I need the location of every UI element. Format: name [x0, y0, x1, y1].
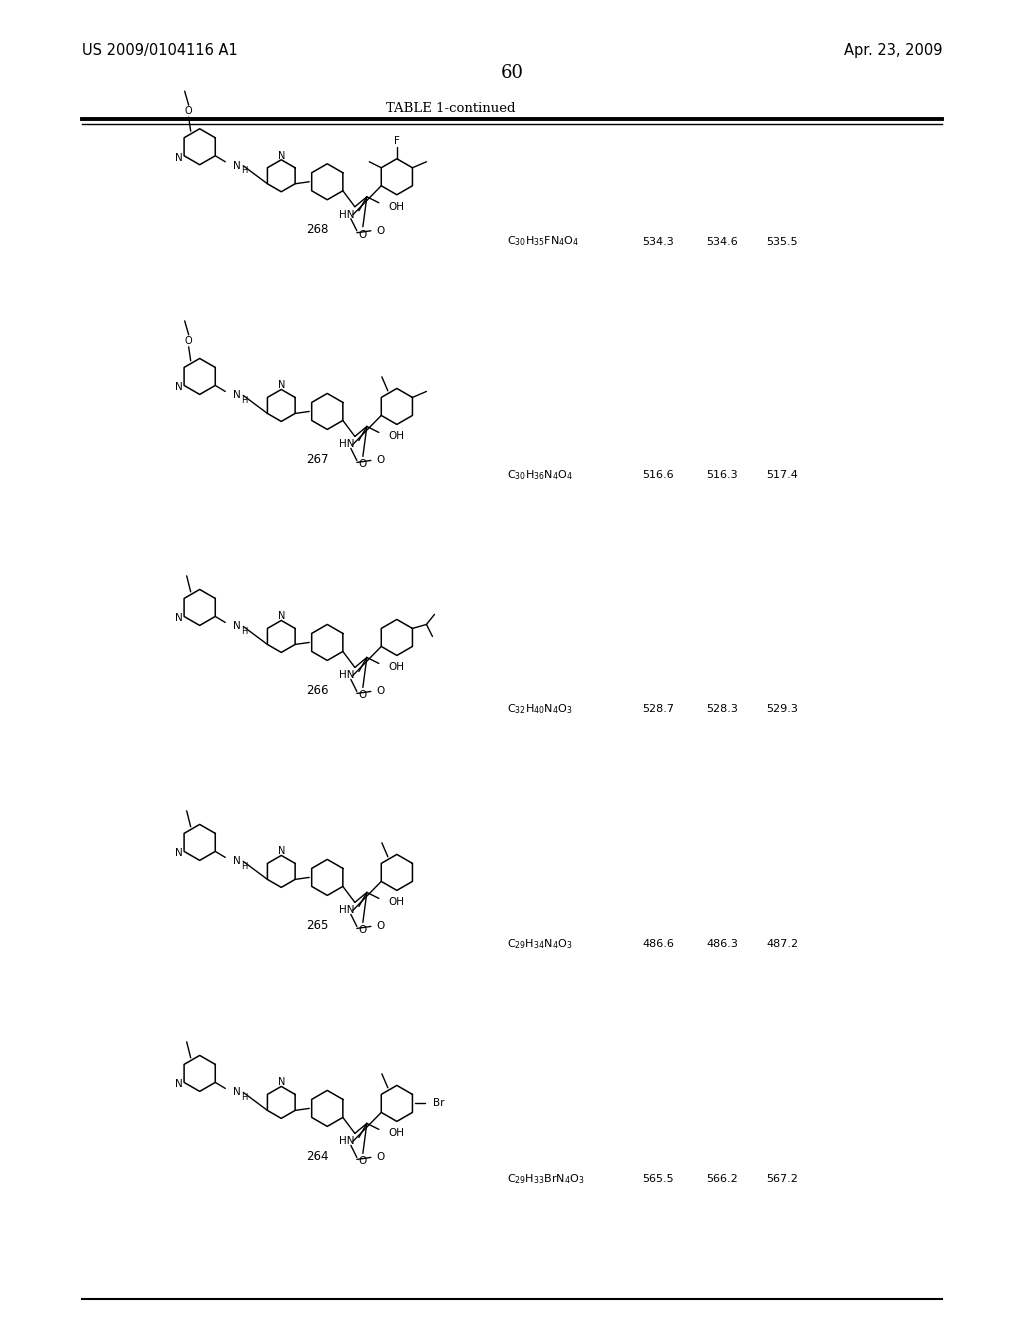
- Text: 265: 265: [306, 919, 329, 932]
- Text: OH: OH: [389, 663, 404, 672]
- Text: 567.2: 567.2: [766, 1173, 798, 1184]
- Text: 268: 268: [306, 223, 329, 236]
- Text: 528.3: 528.3: [707, 704, 738, 714]
- Text: 486.3: 486.3: [707, 939, 738, 949]
- Text: N: N: [233, 622, 241, 631]
- Text: O: O: [358, 230, 367, 240]
- Text: 60: 60: [501, 63, 523, 82]
- Text: Apr. 23, 2009: Apr. 23, 2009: [844, 42, 942, 58]
- Text: N: N: [175, 1080, 182, 1089]
- Text: N: N: [175, 614, 182, 623]
- Text: TABLE 1-continued: TABLE 1-continued: [386, 102, 515, 115]
- Text: N: N: [175, 153, 182, 162]
- Text: O: O: [377, 1152, 385, 1163]
- Text: O: O: [377, 455, 385, 466]
- Text: N: N: [233, 391, 241, 400]
- Text: N: N: [278, 611, 285, 622]
- Text: O: O: [185, 106, 193, 116]
- Text: N: N: [278, 150, 285, 161]
- Text: 535.5: 535.5: [766, 236, 798, 247]
- Text: O: O: [377, 226, 385, 236]
- Text: 534.6: 534.6: [707, 236, 738, 247]
- Text: 266: 266: [306, 684, 329, 697]
- Text: 516.3: 516.3: [707, 470, 738, 480]
- Text: C$_{30}$H$_{36}$N$_{4}$O$_{4}$: C$_{30}$H$_{36}$N$_{4}$O$_{4}$: [507, 469, 572, 482]
- Text: C$_{30}$H$_{35}$FN$_{4}$O$_{4}$: C$_{30}$H$_{35}$FN$_{4}$O$_{4}$: [507, 235, 580, 248]
- Text: HN: HN: [339, 1137, 355, 1146]
- Text: N: N: [278, 380, 285, 391]
- Text: OH: OH: [389, 432, 404, 441]
- Text: H: H: [242, 396, 248, 405]
- Text: O: O: [358, 690, 367, 701]
- Text: HN: HN: [339, 671, 355, 680]
- Text: US 2009/0104116 A1: US 2009/0104116 A1: [82, 42, 238, 58]
- Text: 566.2: 566.2: [707, 1173, 738, 1184]
- Text: F: F: [394, 136, 399, 145]
- Text: C$_{29}$H$_{34}$N$_{4}$O$_{3}$: C$_{29}$H$_{34}$N$_{4}$O$_{3}$: [507, 937, 572, 950]
- Text: 565.5: 565.5: [642, 1173, 674, 1184]
- Text: C$_{29}$H$_{33}$BrN$_{4}$O$_{3}$: C$_{29}$H$_{33}$BrN$_{4}$O$_{3}$: [507, 1172, 585, 1185]
- Text: 529.3: 529.3: [766, 704, 798, 714]
- Text: Br: Br: [433, 1098, 444, 1109]
- Text: 267: 267: [306, 453, 329, 466]
- Text: O: O: [358, 459, 367, 470]
- Text: N: N: [175, 849, 182, 858]
- Text: 487.2: 487.2: [766, 939, 798, 949]
- Text: O: O: [377, 686, 385, 697]
- Text: H: H: [242, 166, 248, 176]
- Text: N: N: [233, 1088, 241, 1097]
- Text: H: H: [242, 627, 248, 636]
- Text: O: O: [377, 921, 385, 932]
- Text: HN: HN: [339, 440, 355, 449]
- Text: H: H: [242, 862, 248, 871]
- Text: O: O: [358, 1156, 367, 1167]
- Text: 528.7: 528.7: [642, 704, 674, 714]
- Text: N: N: [233, 857, 241, 866]
- Text: HN: HN: [339, 210, 355, 219]
- Text: OH: OH: [389, 898, 404, 907]
- Text: HN: HN: [339, 906, 355, 915]
- Text: N: N: [233, 161, 241, 170]
- Text: 486.6: 486.6: [642, 939, 674, 949]
- Text: H: H: [242, 1093, 248, 1102]
- Text: 517.4: 517.4: [766, 470, 798, 480]
- Text: N: N: [278, 846, 285, 857]
- Text: 516.6: 516.6: [642, 470, 674, 480]
- Text: 534.3: 534.3: [642, 236, 674, 247]
- Text: C$_{32}$H$_{40}$N$_{4}$O$_{3}$: C$_{32}$H$_{40}$N$_{4}$O$_{3}$: [507, 702, 572, 715]
- Text: 264: 264: [306, 1150, 329, 1163]
- Text: N: N: [175, 383, 182, 392]
- Text: OH: OH: [389, 202, 404, 211]
- Text: OH: OH: [389, 1129, 404, 1138]
- Text: O: O: [358, 925, 367, 936]
- Text: N: N: [278, 1077, 285, 1088]
- Text: O: O: [185, 335, 193, 346]
